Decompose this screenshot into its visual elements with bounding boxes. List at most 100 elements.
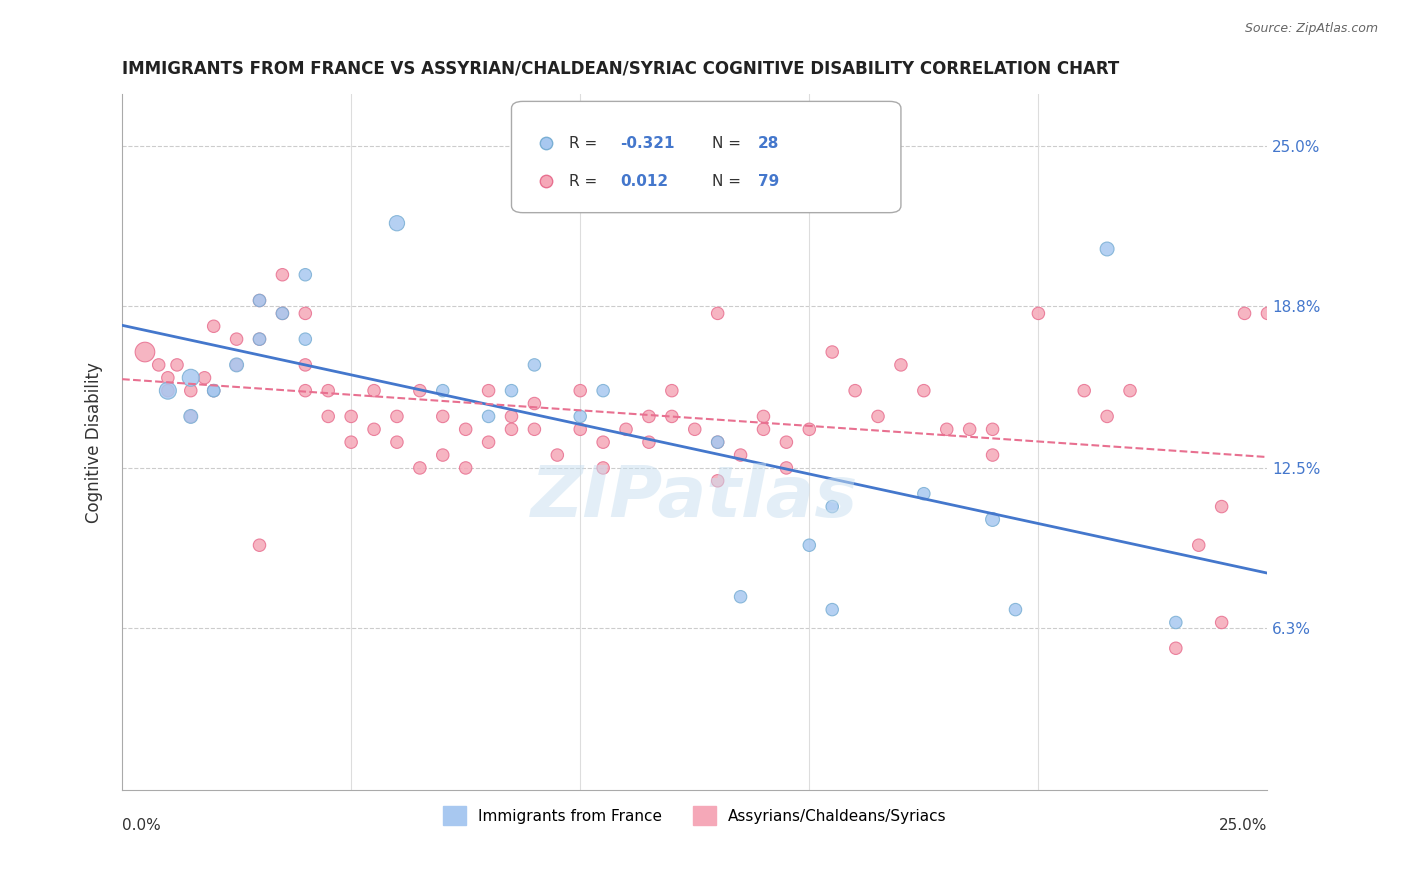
Point <box>249 293 271 308</box>
Point <box>959 422 981 436</box>
Point <box>821 500 844 514</box>
Text: 0.012: 0.012 <box>620 174 668 189</box>
Point <box>477 384 499 398</box>
Point <box>799 422 821 436</box>
Point <box>363 384 385 398</box>
Text: 28: 28 <box>758 136 779 151</box>
Point <box>249 332 271 346</box>
Point <box>912 384 935 398</box>
Point <box>316 409 339 424</box>
Point <box>249 332 271 346</box>
Point <box>501 409 523 424</box>
Point <box>1119 384 1142 398</box>
Point <box>546 448 568 462</box>
Point <box>1095 242 1118 256</box>
Point <box>225 358 247 372</box>
Y-axis label: Cognitive Disability: Cognitive Disability <box>86 362 103 523</box>
Point <box>202 384 225 398</box>
Point <box>730 448 752 462</box>
Point <box>156 371 179 385</box>
Point <box>294 358 316 372</box>
Point <box>409 461 432 475</box>
Point <box>775 461 797 475</box>
Point <box>271 306 294 320</box>
Point <box>432 384 454 398</box>
Point <box>166 358 188 372</box>
Point <box>569 384 592 398</box>
Point <box>638 409 661 424</box>
Point <box>569 409 592 424</box>
Point <box>432 448 454 462</box>
Legend: Immigrants from France, Assyrians/Chaldeans/Syriacs: Immigrants from France, Assyrians/Chalde… <box>437 800 953 831</box>
Point <box>1256 306 1278 320</box>
Text: 0.0%: 0.0% <box>122 818 160 833</box>
Point <box>148 358 170 372</box>
Point <box>385 216 408 230</box>
Point <box>661 384 683 398</box>
Point <box>1028 306 1050 320</box>
Text: R =: R = <box>569 136 602 151</box>
Point <box>156 384 179 398</box>
Point <box>912 486 935 500</box>
Point <box>501 384 523 398</box>
Point <box>134 345 156 359</box>
Point <box>454 461 477 475</box>
Point <box>193 371 215 385</box>
Point <box>477 409 499 424</box>
Text: IMMIGRANTS FROM FRANCE VS ASSYRIAN/CHALDEAN/SYRIAC COGNITIVE DISABILITY CORRELAT: IMMIGRANTS FROM FRANCE VS ASSYRIAN/CHALD… <box>122 60 1119 78</box>
Point <box>1164 615 1187 630</box>
Point <box>501 422 523 436</box>
Point <box>294 268 316 282</box>
Text: Source: ZipAtlas.com: Source: ZipAtlas.com <box>1244 22 1378 36</box>
Point <box>454 422 477 436</box>
Point <box>249 293 271 308</box>
Point <box>523 396 546 410</box>
Point <box>294 384 316 398</box>
Point <box>569 422 592 436</box>
Point <box>706 435 728 450</box>
Point <box>271 306 294 320</box>
Point <box>821 345 844 359</box>
Point <box>614 422 637 436</box>
Point <box>752 422 775 436</box>
Point <box>683 422 706 436</box>
Point <box>249 538 271 552</box>
Text: -0.321: -0.321 <box>620 136 675 151</box>
Point <box>1073 384 1095 398</box>
Point <box>638 435 661 450</box>
Point <box>523 358 546 372</box>
Point <box>294 332 316 346</box>
Point <box>1004 602 1026 616</box>
FancyBboxPatch shape <box>512 102 901 212</box>
Point <box>661 409 683 424</box>
Point <box>340 435 363 450</box>
Point <box>935 422 957 436</box>
Point <box>432 409 454 424</box>
Point <box>706 435 728 450</box>
Point <box>523 422 546 436</box>
Point <box>202 319 225 334</box>
Point <box>385 409 408 424</box>
Point <box>385 435 408 450</box>
Point <box>156 384 179 398</box>
Point <box>981 448 1004 462</box>
Text: R =: R = <box>569 174 602 189</box>
Point <box>1095 409 1118 424</box>
Point <box>821 602 844 616</box>
Point <box>866 409 889 424</box>
Point <box>592 384 614 398</box>
Point <box>890 358 912 372</box>
Point <box>180 371 202 385</box>
Point <box>180 384 202 398</box>
Point <box>592 461 614 475</box>
Text: N =: N = <box>711 136 745 151</box>
Point <box>409 384 432 398</box>
Point <box>202 384 225 398</box>
Point <box>294 306 316 320</box>
Point <box>799 538 821 552</box>
Text: ZIPatlas: ZIPatlas <box>531 463 859 533</box>
Point <box>1164 641 1187 656</box>
Point <box>180 409 202 424</box>
Text: 25.0%: 25.0% <box>1219 818 1267 833</box>
Point <box>340 409 363 424</box>
